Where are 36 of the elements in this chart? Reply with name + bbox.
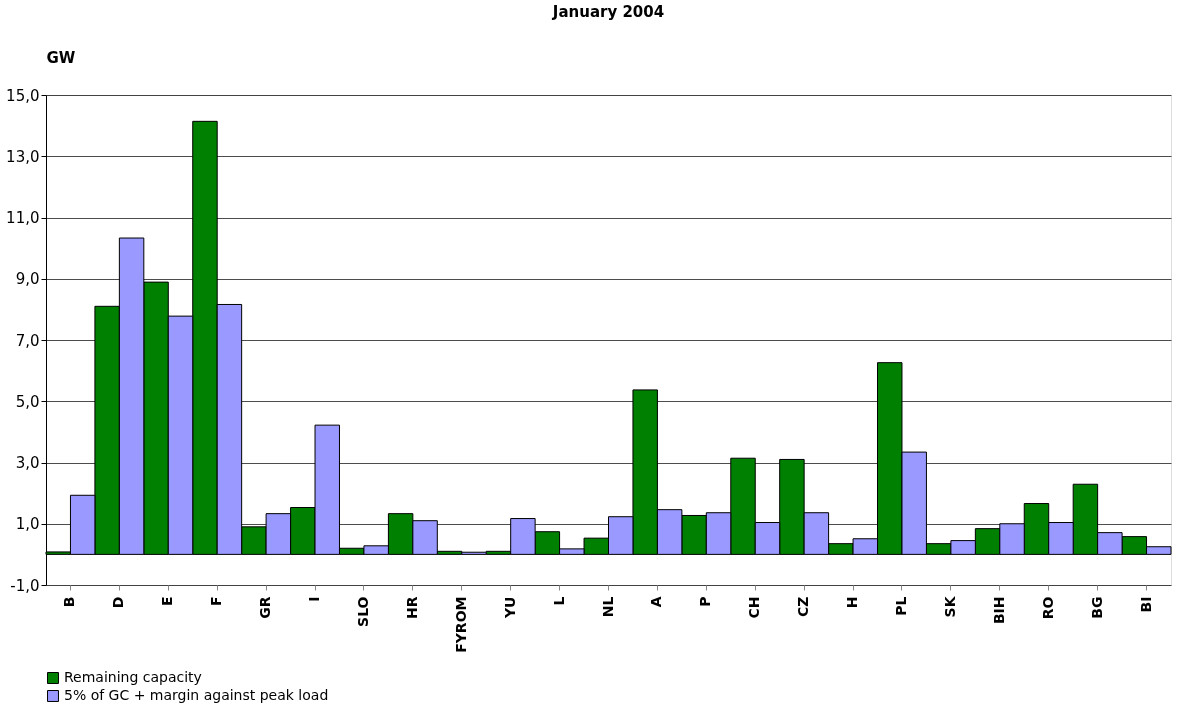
y-tick-label: 5,0: [15, 392, 40, 411]
y-tick-label: 3,0: [15, 454, 40, 472]
x-tick-label: SLO: [354, 596, 371, 627]
x-tick-label: SK: [941, 595, 958, 618]
x-tick-label: D: [110, 596, 127, 609]
x-tick-label: NL: [599, 596, 616, 618]
chart-title: January 2004: [551, 3, 665, 21]
x-tick-label: E: [159, 596, 176, 607]
x-tick-label: HR: [403, 596, 420, 619]
x-tick-label: L: [550, 596, 567, 606]
y-axis-title: GW: [46, 48, 76, 67]
x-tick-label: H: [844, 596, 861, 609]
y-tick-label: 13,0: [6, 147, 40, 166]
x-tick-label: PL: [892, 596, 909, 616]
x-tick-label: FYROM: [452, 596, 469, 653]
x-tick-label: BG: [1088, 596, 1105, 619]
x-tick-label: I: [306, 596, 323, 602]
x-tick-label: RO: [1039, 596, 1056, 620]
x-tick-label: BIH: [990, 596, 1007, 625]
x-tick-label: BI: [1137, 596, 1154, 613]
y-tick-label: 15,0: [6, 86, 40, 105]
legend-label: 5% of GC + margin against peak load: [64, 687, 329, 703]
x-tick-label: CZ: [795, 596, 812, 617]
x-tick-label: YU: [501, 596, 518, 620]
x-tick-label: B: [61, 596, 78, 608]
x-tick-label: GR: [257, 596, 274, 619]
x-tick-label: A: [648, 596, 665, 608]
y-tick-label: 11,0: [6, 209, 40, 227]
y-tick-label: 1,0: [15, 515, 40, 534]
x-tick-label: CH: [746, 596, 763, 619]
x-tick-label: F: [208, 596, 225, 607]
y-tick-label: 9,0: [15, 270, 40, 289]
legend-label: Remaining capacity: [64, 669, 202, 685]
y-tick-label: 7,0: [15, 331, 40, 350]
y-tick-label: -1,0: [10, 576, 40, 595]
x-tick-label: P: [697, 596, 714, 607]
